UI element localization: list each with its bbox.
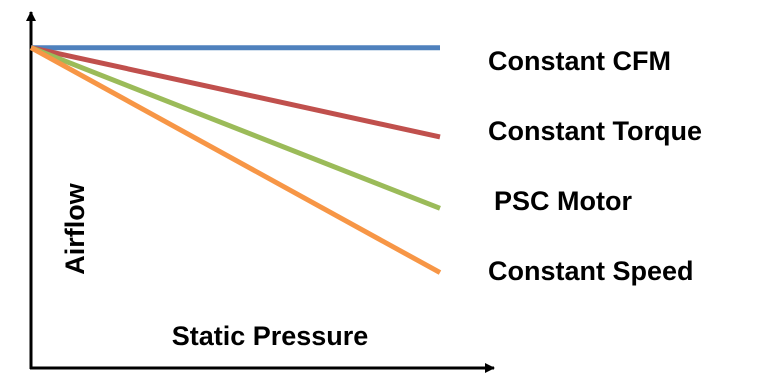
legend-label-constant-cfm: Constant CFM [488, 46, 671, 76]
series-line-constant-torque [30, 45, 441, 140]
legend-layer: Constant CFM Constant Torque PSC Motor Cons… [488, 46, 702, 286]
legend-label-psc-motor: PSC Motor [494, 186, 632, 216]
legend-label-constant-torque: Constant Torque [488, 116, 702, 146]
y-axis-label: Airflow [60, 182, 90, 274]
series-line-psc-motor [30, 45, 441, 211]
series-layer [29, 45, 442, 275]
series-line-constant-speed [29, 45, 442, 275]
x-axis-label: Static Pressure [172, 321, 369, 351]
legend-label-constant-speed: Constant Speed [488, 256, 694, 286]
